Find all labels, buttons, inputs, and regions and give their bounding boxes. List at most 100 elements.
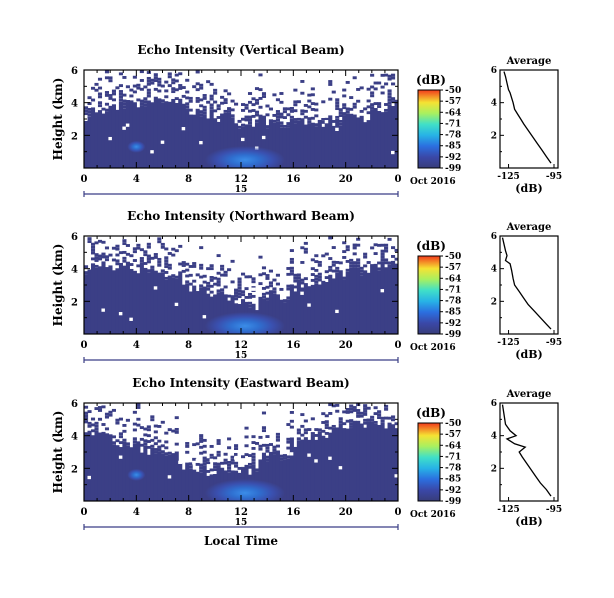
echo-pixel [160,269,165,273]
echo-pixel [143,97,148,101]
echo-pixel [125,85,130,89]
echo-pixel [139,99,144,103]
echo-pixel [206,100,211,104]
echo-pixel [199,440,204,443]
echo-pixel [345,80,350,84]
echo-column [174,278,179,334]
echo-pixel [181,264,186,267]
echo-pixel [202,105,207,109]
echo-gap [338,466,343,470]
echo-pixel [227,463,232,467]
echo-pixel [279,100,284,104]
echo-pixel [370,91,375,95]
echo-pixel [324,414,329,418]
x-tick-label: 20 [339,174,353,185]
echo-pixel [199,113,204,117]
echo-pixel [125,418,130,422]
echo-pixel [314,108,319,112]
echo-pixel [370,415,375,419]
echo-column [338,423,343,501]
echo-pixel [293,100,298,104]
echo-pixel [286,284,291,288]
y-tick-label: 2 [71,297,78,308]
echo-column [268,451,273,501]
echo-pixel [153,430,158,434]
echo-pixel [153,448,158,451]
echo-pixel [115,86,120,90]
echo-pixel [384,261,389,265]
echo-column [94,430,99,501]
echo-pixel [227,110,232,113]
echo-pixel [282,110,287,114]
colorbar-tick-label: -57 [445,263,461,273]
echo-pixel [139,257,144,260]
echo-column [314,126,319,168]
echo-column [345,113,350,168]
echo-pixel [202,450,207,454]
echo-pixel [394,422,398,426]
echo-pixel [324,117,329,121]
echo-pixel [146,257,151,261]
echo-pixel [356,409,361,412]
echo-column [97,266,103,334]
echo-pixel [286,455,291,459]
echo-gap [241,463,246,467]
echo-pixel [324,420,329,424]
day-label: 15 [235,185,248,195]
echo-column [153,453,158,501]
echo-column [342,279,347,334]
echo-column [387,104,392,168]
echo-pixel [160,420,165,424]
profile-x-tick-label: -125 [497,505,520,515]
echo-gap [181,127,186,131]
echo-column [136,107,141,168]
echo-pixel [213,462,218,466]
y-tick-label: 4 [71,99,78,110]
echo-pixel [251,286,256,290]
echo-pixel [387,237,392,241]
echo-column [363,427,368,501]
echo-pixel [220,264,225,268]
echo-column [209,296,214,334]
echo-gap [202,315,207,319]
echo-pixel [331,404,336,408]
echo-pixel [164,440,169,444]
echo-column [352,267,357,334]
echo-pixel [394,248,398,252]
echo-column [296,440,301,501]
echo-column [143,267,148,334]
echo-column [373,108,378,168]
echo-pixel [146,242,151,246]
echo-pixel [300,413,305,417]
echo-pixel [234,288,239,292]
echo-pixel [185,96,190,100]
echo-pixel [384,258,389,262]
echo-pixel [349,261,354,265]
echo-pixel [216,289,221,293]
echo-pixel [230,99,235,103]
echo-pixel [275,98,280,102]
echo-pixel [356,88,361,91]
echo-pixel [227,460,232,464]
echo-pixel [192,265,197,268]
echo-column [279,127,284,168]
echo-pixel [132,437,137,441]
intensity-core [204,146,285,168]
echo-column [289,118,294,168]
echo-pixel [223,109,228,113]
echo-pixel [261,266,267,270]
echo-pixel [363,404,368,408]
echo-gap [125,123,130,127]
echo-pixel [293,121,298,124]
echo-pixel [247,115,253,119]
profile-y-tick-label: 4 [491,265,497,275]
echo-pixel [289,257,294,261]
echo-pixel [314,268,319,272]
echo-pixel [164,265,169,269]
echo-pixel [115,259,120,263]
echo-pixel [335,101,340,105]
echo-pixel [251,452,256,456]
echo-column [122,441,127,501]
echo-pixel [185,268,190,272]
echo-column [282,302,287,334]
